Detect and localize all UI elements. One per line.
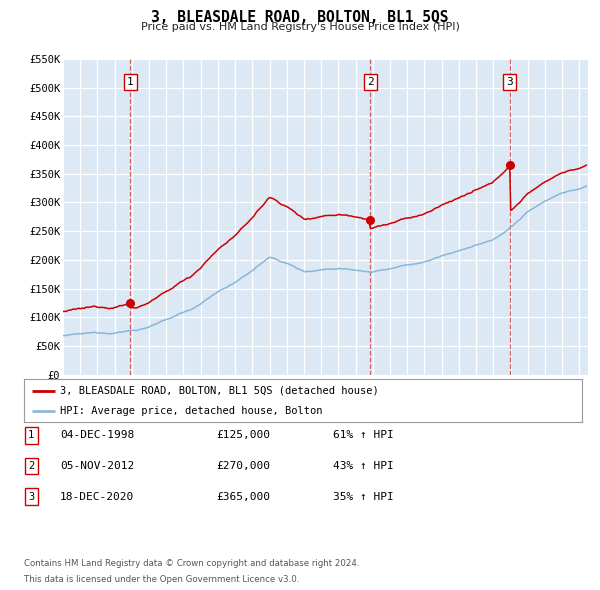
Text: 1: 1 xyxy=(127,77,134,87)
Text: £365,000: £365,000 xyxy=(216,492,270,502)
Text: 43% ↑ HPI: 43% ↑ HPI xyxy=(333,461,394,471)
Text: 61% ↑ HPI: 61% ↑ HPI xyxy=(333,431,394,440)
Text: £125,000: £125,000 xyxy=(216,431,270,440)
Text: 3: 3 xyxy=(28,492,34,502)
Text: 05-NOV-2012: 05-NOV-2012 xyxy=(60,461,134,471)
Text: 3: 3 xyxy=(506,77,513,87)
Text: Contains HM Land Registry data © Crown copyright and database right 2024.: Contains HM Land Registry data © Crown c… xyxy=(24,559,359,568)
Text: 3, BLEASDALE ROAD, BOLTON, BL1 5QS: 3, BLEASDALE ROAD, BOLTON, BL1 5QS xyxy=(151,10,449,25)
Text: 18-DEC-2020: 18-DEC-2020 xyxy=(60,492,134,502)
Text: 3, BLEASDALE ROAD, BOLTON, BL1 5QS (detached house): 3, BLEASDALE ROAD, BOLTON, BL1 5QS (deta… xyxy=(60,386,379,396)
Text: HPI: Average price, detached house, Bolton: HPI: Average price, detached house, Bolt… xyxy=(60,407,323,416)
Text: 2: 2 xyxy=(367,77,373,87)
Text: Price paid vs. HM Land Registry's House Price Index (HPI): Price paid vs. HM Land Registry's House … xyxy=(140,22,460,32)
Text: £270,000: £270,000 xyxy=(216,461,270,471)
Text: 04-DEC-1998: 04-DEC-1998 xyxy=(60,431,134,440)
Text: 35% ↑ HPI: 35% ↑ HPI xyxy=(333,492,394,502)
Text: 2: 2 xyxy=(28,461,34,471)
Text: 1: 1 xyxy=(28,431,34,440)
Text: This data is licensed under the Open Government Licence v3.0.: This data is licensed under the Open Gov… xyxy=(24,575,299,584)
